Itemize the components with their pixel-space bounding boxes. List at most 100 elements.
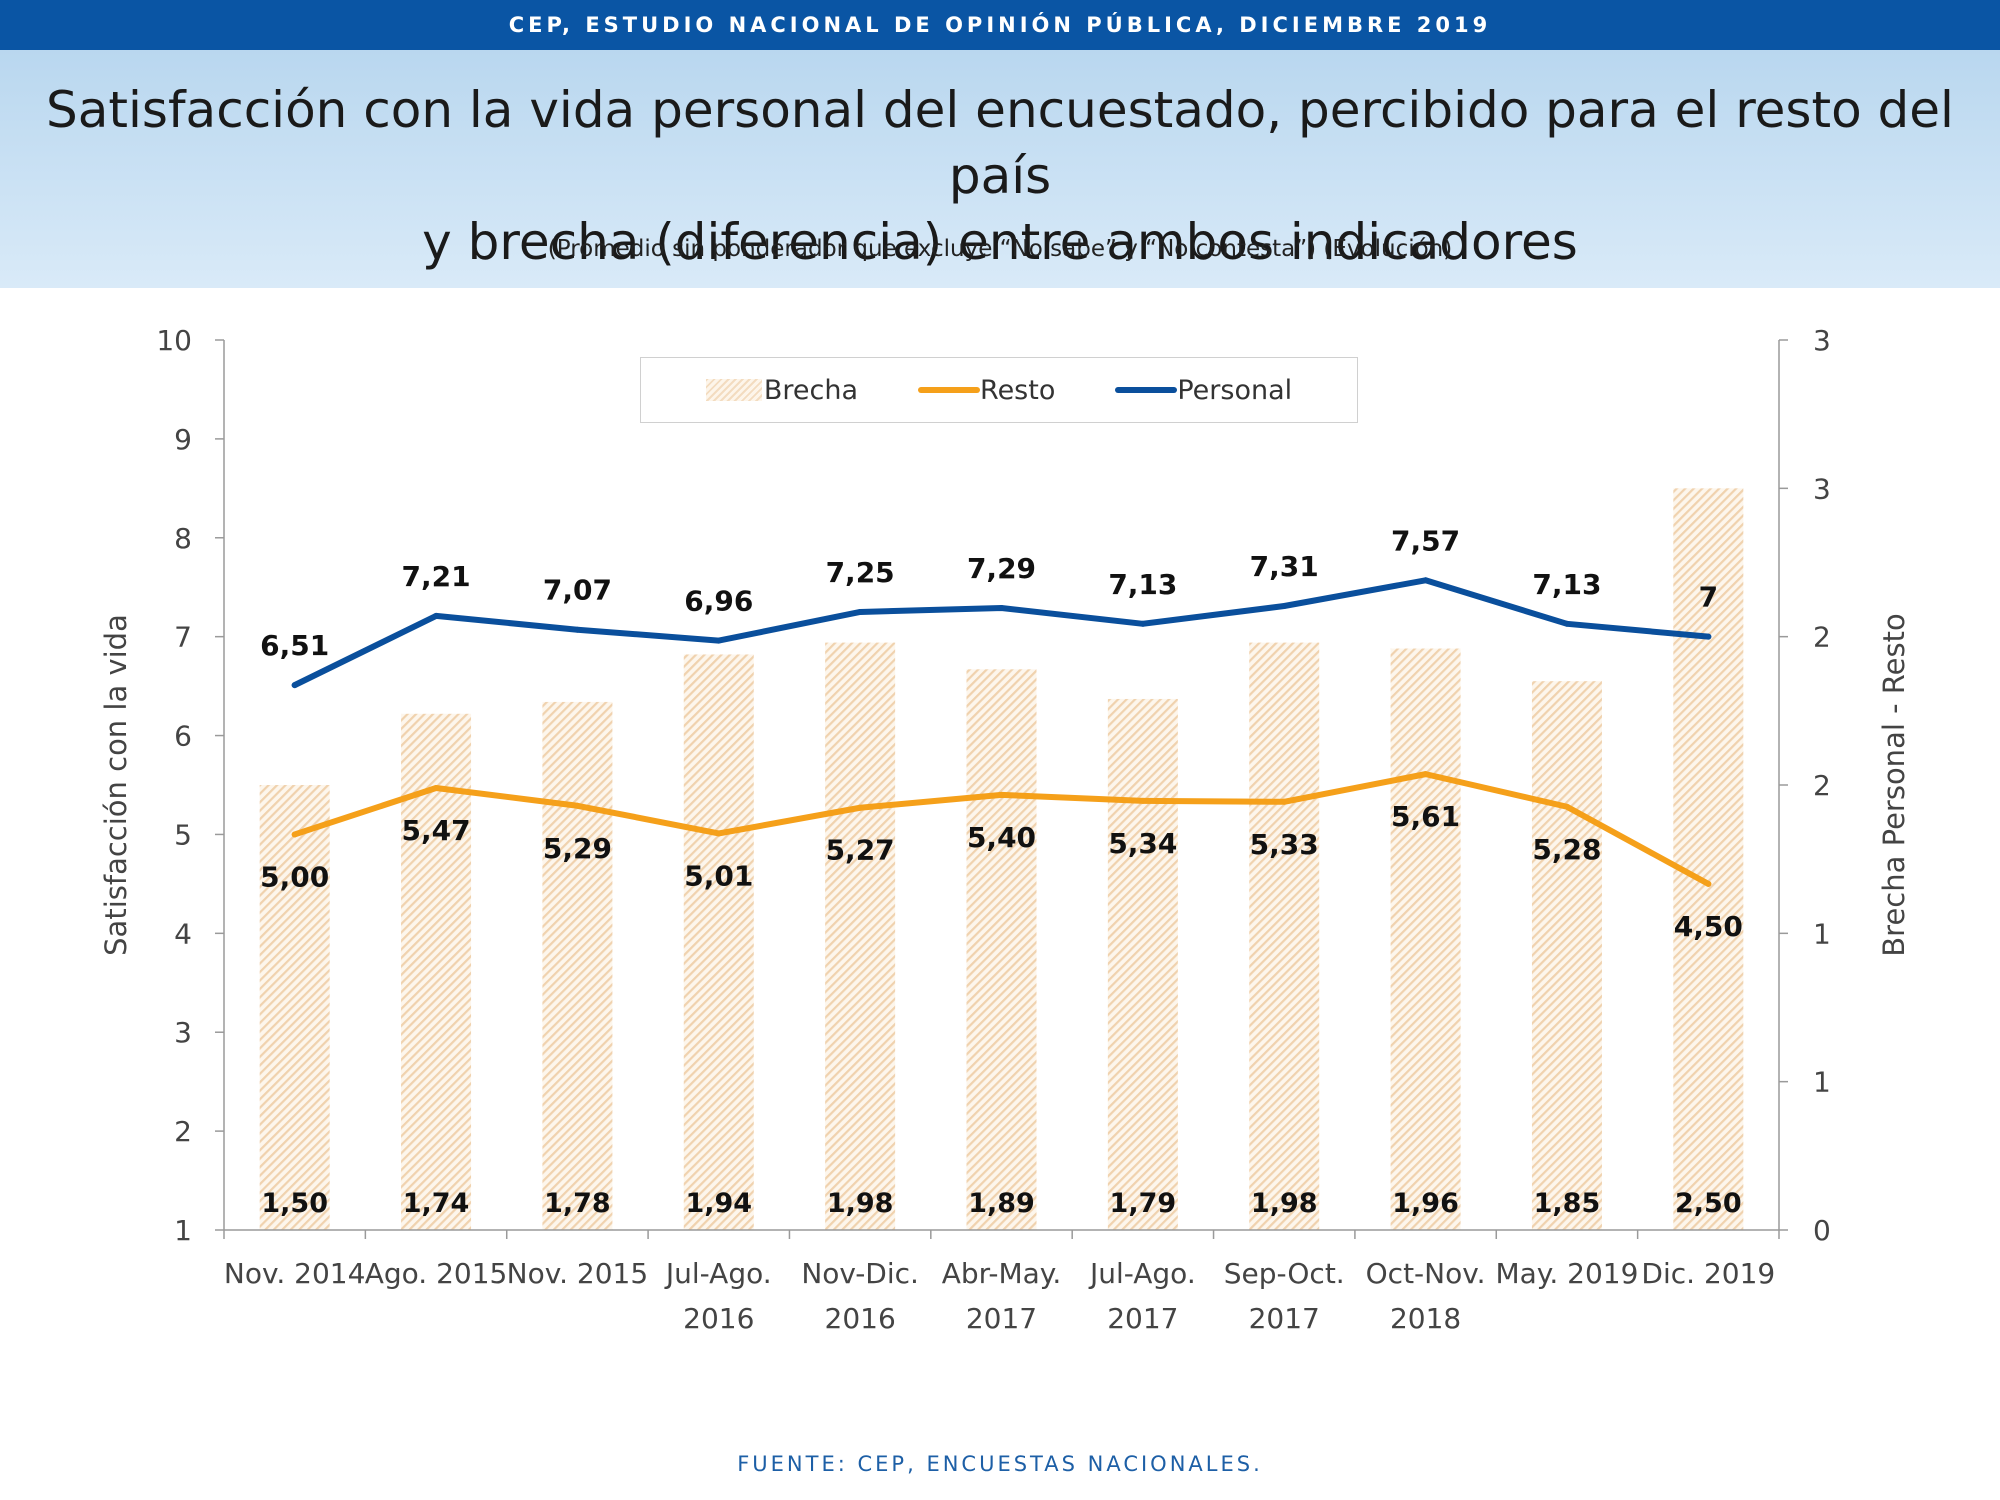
bar-brecha: [966, 669, 1037, 1230]
left-tick-label: 10: [156, 324, 192, 357]
personal-value-label: 7,57: [1391, 524, 1460, 557]
y-axis-title: Satisfacción con la vida: [99, 614, 133, 956]
line-resto-point: [1422, 771, 1429, 778]
right-tick-label: 1: [1813, 917, 1831, 950]
bar-value-label: 1,78: [544, 1188, 611, 1219]
line-resto-point: [433, 784, 440, 791]
line-resto-point: [1563, 803, 1570, 810]
bar-value-label: 1,98: [827, 1188, 894, 1219]
resto-value-label: 5,33: [1250, 828, 1319, 861]
right-tick-label: 3: [1813, 472, 1831, 505]
line-personal-point: [433, 612, 440, 619]
survey-banner: CEP, ESTUDIO NACIONAL DE OPINIÓN PÚBLICA…: [0, 0, 2000, 50]
source-note: FUENTE: CEP, ENCUESTAS NACIONALES.: [737, 1452, 1263, 1476]
line-personal-point: [857, 608, 864, 615]
legend-label-personal: Personal: [1177, 374, 1293, 406]
left-tick-label: 3: [174, 1016, 192, 1049]
personal-value-label: 7: [1699, 581, 1718, 614]
line-personal-point: [1563, 620, 1570, 627]
x-tick-label: Jul-Ago. 2017: [1088, 1257, 1196, 1335]
bar-value-label: 2,50: [1675, 1188, 1742, 1219]
x-tick-label: Ago. 2015: [365, 1257, 508, 1290]
resto-value-label: 5,34: [1108, 827, 1177, 860]
bar-brecha: [542, 701, 613, 1230]
legend-item-brecha: Brecha: [705, 374, 859, 406]
right-tick-label: 2: [1813, 621, 1831, 654]
chart-header: Satisfacción con la vida personal del en…: [0, 50, 2000, 288]
bar-value-label: 1,74: [403, 1188, 470, 1219]
legend-swatch-personal: [1115, 387, 1178, 393]
left-tick-label: 8: [174, 522, 192, 555]
legend-swatch-resto: [918, 387, 981, 393]
line-personal-point: [1281, 603, 1288, 610]
bar-brecha: [825, 642, 896, 1230]
left-tick-label: 6: [174, 720, 192, 753]
resto-value-label: 5,00: [260, 860, 329, 893]
x-tick-label: Sep-Oct. 2017: [1224, 1257, 1345, 1335]
line-personal-point: [1705, 633, 1712, 640]
resto-value-label: 5,40: [967, 821, 1036, 854]
line-personal-point: [1139, 620, 1146, 627]
left-tick-label: 1: [174, 1214, 192, 1247]
personal-value-label: 7,13: [1108, 568, 1177, 601]
left-tick-label: 2: [174, 1115, 192, 1148]
x-tick-label: Nov. 2015: [507, 1257, 649, 1290]
left-tick-label: 4: [174, 917, 192, 950]
right-tick-label: 2: [1813, 769, 1831, 802]
personal-value-label: 7,31: [1250, 550, 1319, 583]
x-tick-label: Nov-Dic. 2016: [801, 1257, 919, 1335]
bar-value-label: 1,79: [1110, 1188, 1177, 1219]
line-resto-point: [857, 804, 864, 811]
bar-brecha: [1249, 642, 1320, 1230]
line-personal-point: [998, 604, 1005, 611]
bar-brecha: [1390, 648, 1461, 1230]
line-resto-point: [998, 791, 1005, 798]
bar-value-label: 1,50: [261, 1188, 328, 1219]
line-resto-point: [1281, 798, 1288, 805]
legend-label-brecha: Brecha: [763, 374, 859, 406]
personal-value-label: 7,07: [543, 574, 612, 607]
line-resto-point: [574, 802, 581, 809]
chart-title-line-2: y brecha (diferencia) entre ambos indica…: [422, 213, 1578, 271]
line-personal-point: [1422, 577, 1429, 584]
resto-value-label: 5,28: [1532, 833, 1601, 866]
line-resto-point: [1139, 797, 1146, 804]
chart-subtitle: (Promedio sin ponderador que excluye “No…: [547, 236, 1453, 262]
legend-label-resto: Resto: [980, 374, 1056, 406]
bar-brecha: [683, 654, 754, 1230]
bar-value-label: 1,89: [968, 1188, 1035, 1219]
legend-swatch-brecha: [705, 379, 762, 401]
personal-value-label: 7,29: [967, 552, 1036, 585]
left-tick-label: 7: [174, 621, 192, 654]
resto-value-label: 5,27: [826, 834, 895, 867]
left-tick-label: 5: [174, 818, 192, 851]
line-resto-point: [1705, 880, 1712, 887]
right-tick-label: 1: [1813, 1066, 1831, 1099]
bar-brecha: [259, 785, 330, 1230]
line-resto-point: [715, 830, 722, 837]
chart-title-line-1: Satisfacción con la vida personal del en…: [46, 81, 1954, 205]
resto-value-label: 5,47: [401, 814, 470, 847]
bar-brecha: [401, 713, 472, 1230]
x-tick-label: Dic. 2019: [1641, 1257, 1775, 1290]
legend-item-personal: Personal: [1115, 375, 1292, 406]
chart-title: Satisfacción con la vida personal del en…: [40, 77, 1960, 275]
right-tick-label: 0: [1813, 1214, 1831, 1247]
line-personal-point: [291, 682, 298, 689]
personal-value-label: 6,51: [260, 629, 329, 662]
resto-value-label: 4,50: [1674, 910, 1743, 943]
personal-value-label: 6,96: [684, 585, 753, 618]
left-tick-label: 9: [174, 423, 192, 456]
combo-chart: 1,50 1,74 1,78 1,94 1,98 1,89 1,79 1,98 1,96 1,85…: [99, 324, 1911, 1335]
chart-legend: Brecha Resto Personal: [640, 357, 1358, 423]
right-tick-label: 3: [1813, 324, 1831, 357]
bar-value-label: 1,85: [1534, 1188, 1601, 1219]
line-personal-point: [574, 626, 581, 633]
resto-value-label: 5,61: [1391, 800, 1460, 833]
legend-item-resto: Resto: [918, 375, 1055, 406]
bar-value-label: 1,96: [1392, 1188, 1459, 1219]
bar-brecha: [1673, 488, 1744, 1230]
personal-value-label: 7,21: [401, 560, 470, 593]
x-tick-label: May. 2019: [1495, 1257, 1638, 1290]
bar-brecha: [1107, 698, 1178, 1230]
